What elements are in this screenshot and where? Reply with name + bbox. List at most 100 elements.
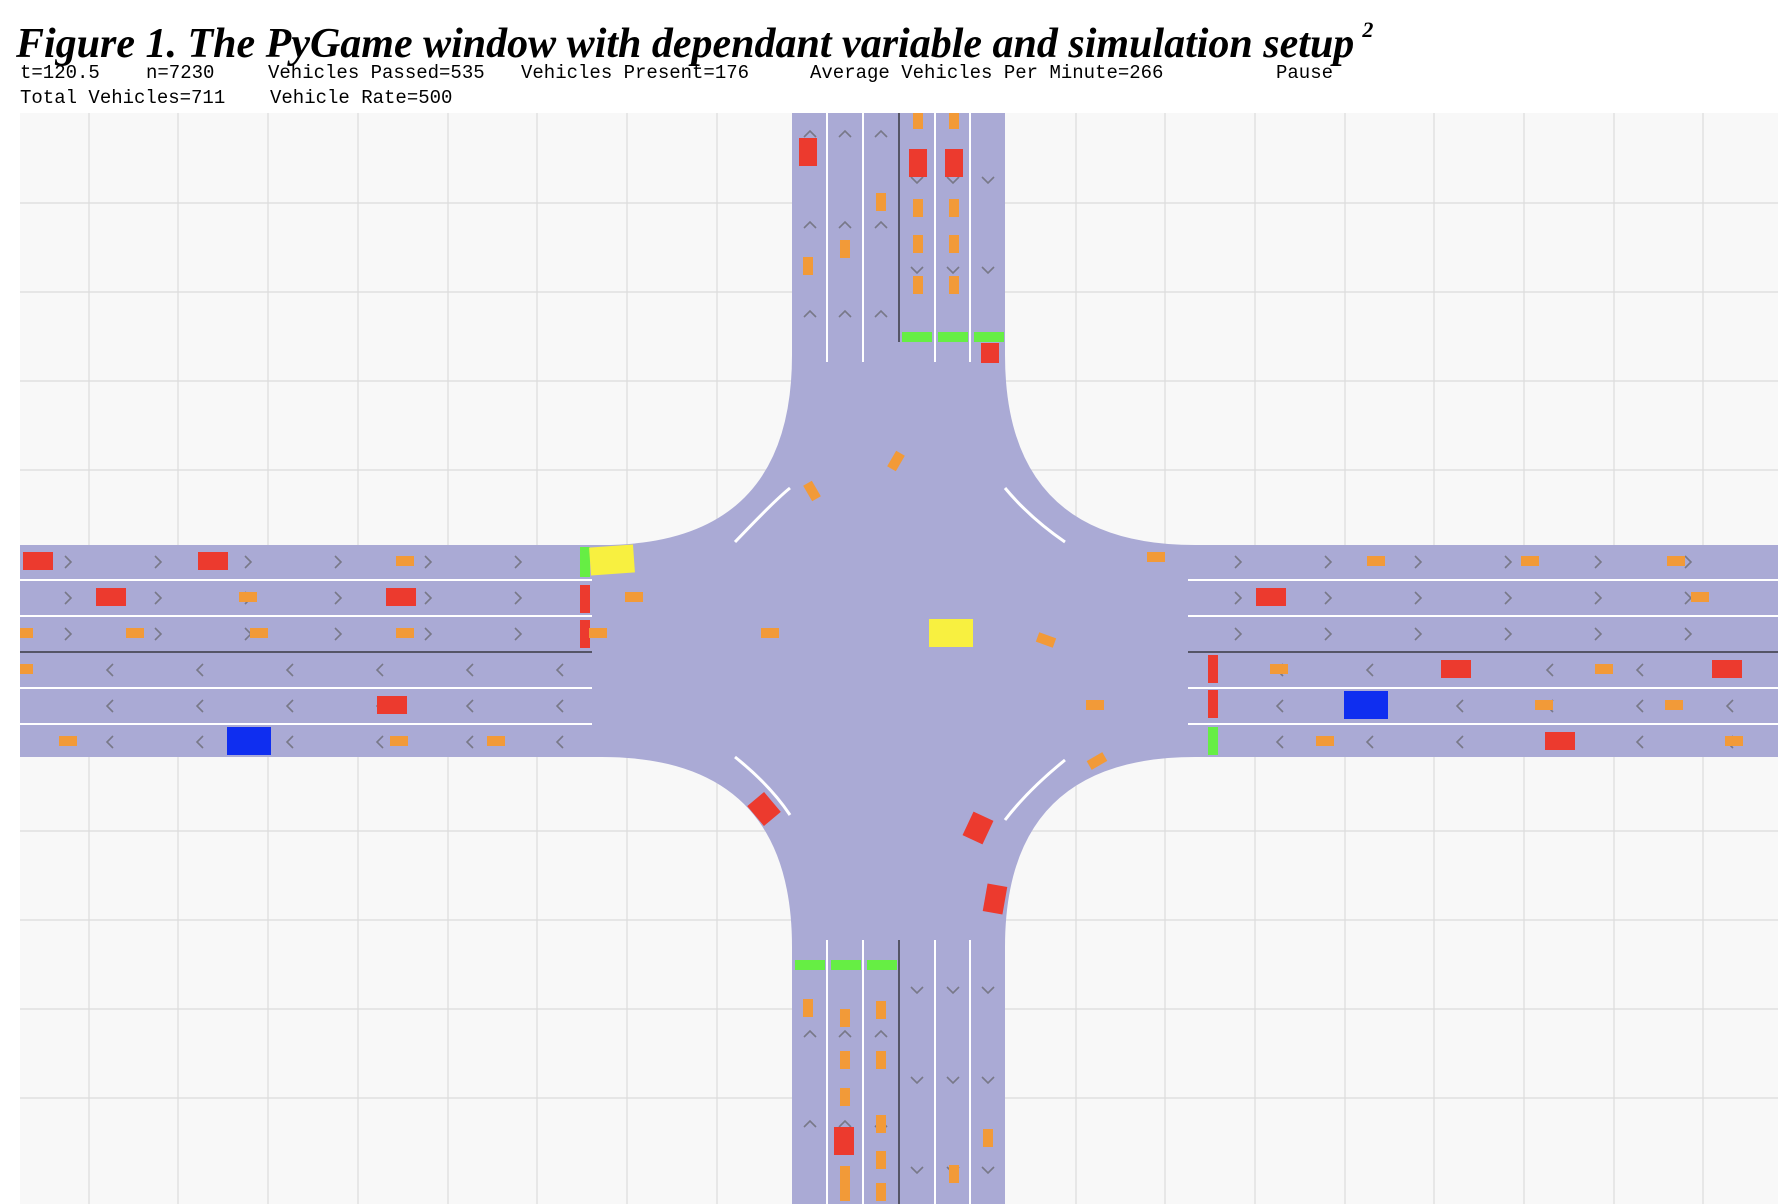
vehicle-motorcycle [396, 628, 414, 638]
vehicle-motorcycle [840, 240, 850, 258]
lane-arrow-left [465, 663, 474, 677]
vehicle-motorcycle [876, 1001, 886, 1019]
signal-red [580, 620, 590, 648]
vehicle-car [799, 138, 817, 166]
lane-arrow-left [1635, 663, 1644, 677]
lane-arrow-up [838, 220, 852, 229]
lane-arrow-right [1234, 627, 1243, 641]
lane-arrow-right [1504, 555, 1513, 569]
lane-arrow-right [1414, 591, 1423, 605]
lane-arrow-left [105, 735, 114, 749]
vehicle-motorcycle [803, 257, 813, 275]
average-vehicles-per-minute: Average Vehicles Per Minute=266 [810, 62, 1164, 84]
vehicle-motorcycle [396, 556, 414, 566]
lane-arrow-down [910, 1076, 924, 1085]
vehicle-motorcycle [840, 1166, 850, 1184]
signal-green [938, 332, 968, 342]
vehicle-car [982, 883, 1008, 915]
lane-arrow-right [1594, 627, 1603, 641]
lane-arrow-down [910, 266, 924, 275]
vehicle-motorcycle [1270, 664, 1288, 674]
lane-arrow-right [1594, 555, 1603, 569]
vehicle-motorcycle [589, 628, 607, 638]
lane-arrow-down [981, 1166, 995, 1175]
lane-arrow-down [981, 266, 995, 275]
lane-arrow-left [555, 663, 564, 677]
intersection-canvas[interactable] [20, 113, 1778, 1204]
vehicle-car [981, 343, 999, 363]
lane-arrow-right [154, 627, 163, 641]
vehicle-motorcycle [1086, 700, 1104, 710]
lane-arrow-left [1635, 735, 1644, 749]
vehicle-motorcycle [1367, 556, 1385, 566]
simulation-window[interactable] [20, 113, 1778, 1204]
lane-arrow-down [946, 176, 960, 185]
signal-green [1208, 727, 1218, 755]
lane-arrow-down [946, 986, 960, 995]
lane-arrow-right [1684, 627, 1693, 641]
lane-arrow-down [981, 986, 995, 995]
lane-arrow-up [838, 1029, 852, 1038]
lane-arrow-right [64, 627, 73, 641]
vehicle-motorcycle [1035, 632, 1057, 648]
vehicle-car [1712, 660, 1742, 678]
vehicle-motorcycle [876, 1183, 886, 1201]
total-vehicles: Total Vehicles=711 [20, 87, 226, 109]
vehicle-motorcycle [949, 1165, 959, 1183]
lane-arrow-up [874, 309, 888, 318]
vehicle-motorcycle [949, 199, 959, 217]
vehicle-motorcycle [840, 1051, 850, 1069]
vehicle-motorcycle [487, 736, 505, 746]
vehicle-truck [589, 544, 635, 576]
vehicle-motorcycle [1665, 700, 1683, 710]
lane-arrow-left [1545, 663, 1554, 677]
lane-arrow-right [514, 627, 523, 641]
lane-arrow-up [803, 1119, 817, 1128]
signal-red [580, 585, 590, 613]
vehicle-car [1256, 588, 1286, 606]
lane-arrow-left [105, 699, 114, 713]
lane-arrow-left [1455, 735, 1464, 749]
lane-arrow-down [910, 1166, 924, 1175]
vehicle-motorcycle [876, 1051, 886, 1069]
lane-arrow-down [981, 1076, 995, 1085]
vehicle-motorcycle [1535, 700, 1553, 710]
lane-arrow-right [514, 555, 523, 569]
lane-arrow-right [1504, 627, 1513, 641]
vehicle-motorcycle [1667, 556, 1685, 566]
vehicle-car [386, 588, 416, 606]
lane-arrow-left [1365, 735, 1374, 749]
lane-arrow-right [1324, 555, 1333, 569]
vehicle-bus [1344, 691, 1388, 719]
vehicle-motorcycle [876, 193, 886, 211]
vehicle-car [1441, 660, 1471, 678]
lane-arrow-left [1455, 699, 1464, 713]
curb-curve-se [1003, 758, 1066, 821]
vehicle-motorcycle [1521, 556, 1539, 566]
lane-arrow-right [244, 555, 253, 569]
lane-arrow-left [375, 663, 384, 677]
signal-green [902, 332, 932, 342]
lane-arrow-right [1414, 555, 1423, 569]
lane-arrow-up [803, 220, 817, 229]
figure-caption: Figure 1. The PyGame window with dependa… [16, 4, 1373, 70]
lane-arrow-right [1594, 591, 1603, 605]
lane-arrow-up [838, 1119, 852, 1128]
lane-arrow-left [105, 663, 114, 677]
pause-button[interactable]: Pause [1276, 62, 1334, 84]
lane-arrow-right [1234, 555, 1243, 569]
lane-arrow-down [981, 176, 995, 185]
vehicle-motorcycle [949, 235, 959, 253]
lane-arrow-right [1414, 627, 1423, 641]
vehicle-car [962, 811, 994, 845]
vehicles [20, 113, 1743, 1201]
vehicle-motorcycle [876, 1151, 886, 1169]
caption-text: Figure 1. The PyGame window with dependa… [16, 21, 1355, 67]
vehicle-motorcycle [625, 592, 643, 602]
vehicles-passed: Vehicles Passed=535 [268, 62, 485, 84]
lane-arrow-left [465, 735, 474, 749]
lane-arrow-right [1234, 591, 1243, 605]
lane-arrow-left [1365, 663, 1374, 677]
vehicle-car [23, 552, 53, 570]
vehicle-motorcycle [913, 199, 923, 217]
